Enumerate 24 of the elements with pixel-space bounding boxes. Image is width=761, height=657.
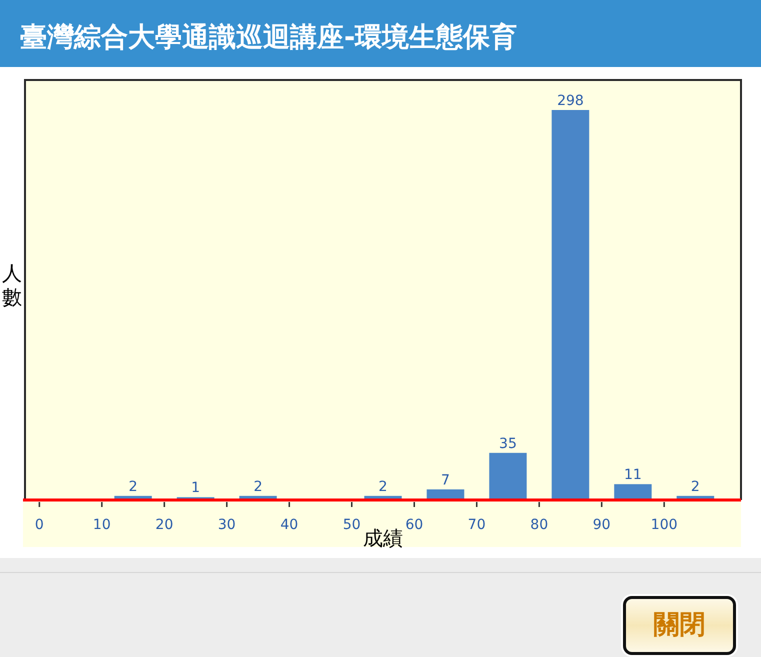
value-label: 298 <box>557 93 584 109</box>
x-tick-label: 30 <box>218 517 236 533</box>
value-label: 11 <box>624 467 642 484</box>
value-label: 2 <box>254 478 262 495</box>
x-tick-label: 70 <box>468 517 486 533</box>
x-tick-label: 80 <box>530 517 548 533</box>
x-tick-label: 100 <box>650 517 678 533</box>
value-label: 1 <box>191 480 200 496</box>
x-tick-label: 60 <box>405 517 424 533</box>
value-label: 35 <box>499 436 517 452</box>
x-tick-label: 10 <box>92 517 111 533</box>
ylabel: 人數 <box>2 261 22 309</box>
value-label: 7 <box>441 472 450 488</box>
title: 臺灣綜合大學通識巡迴講座-環境生態保育 <box>20 22 518 53</box>
close-button: 關閉 <box>623 596 736 655</box>
x-tick-label: 20 <box>155 517 174 533</box>
x-tick-label: 40 <box>280 517 298 533</box>
x-tick-label: 0 <box>34 517 44 533</box>
value-label: 2 <box>128 478 138 495</box>
x-tick-label: 90 <box>592 517 611 533</box>
xlabel: 成績 <box>363 526 403 550</box>
value-label: 2 <box>378 478 388 495</box>
value-label: 2 <box>690 478 700 495</box>
x-tick-label: 50 <box>342 517 361 533</box>
